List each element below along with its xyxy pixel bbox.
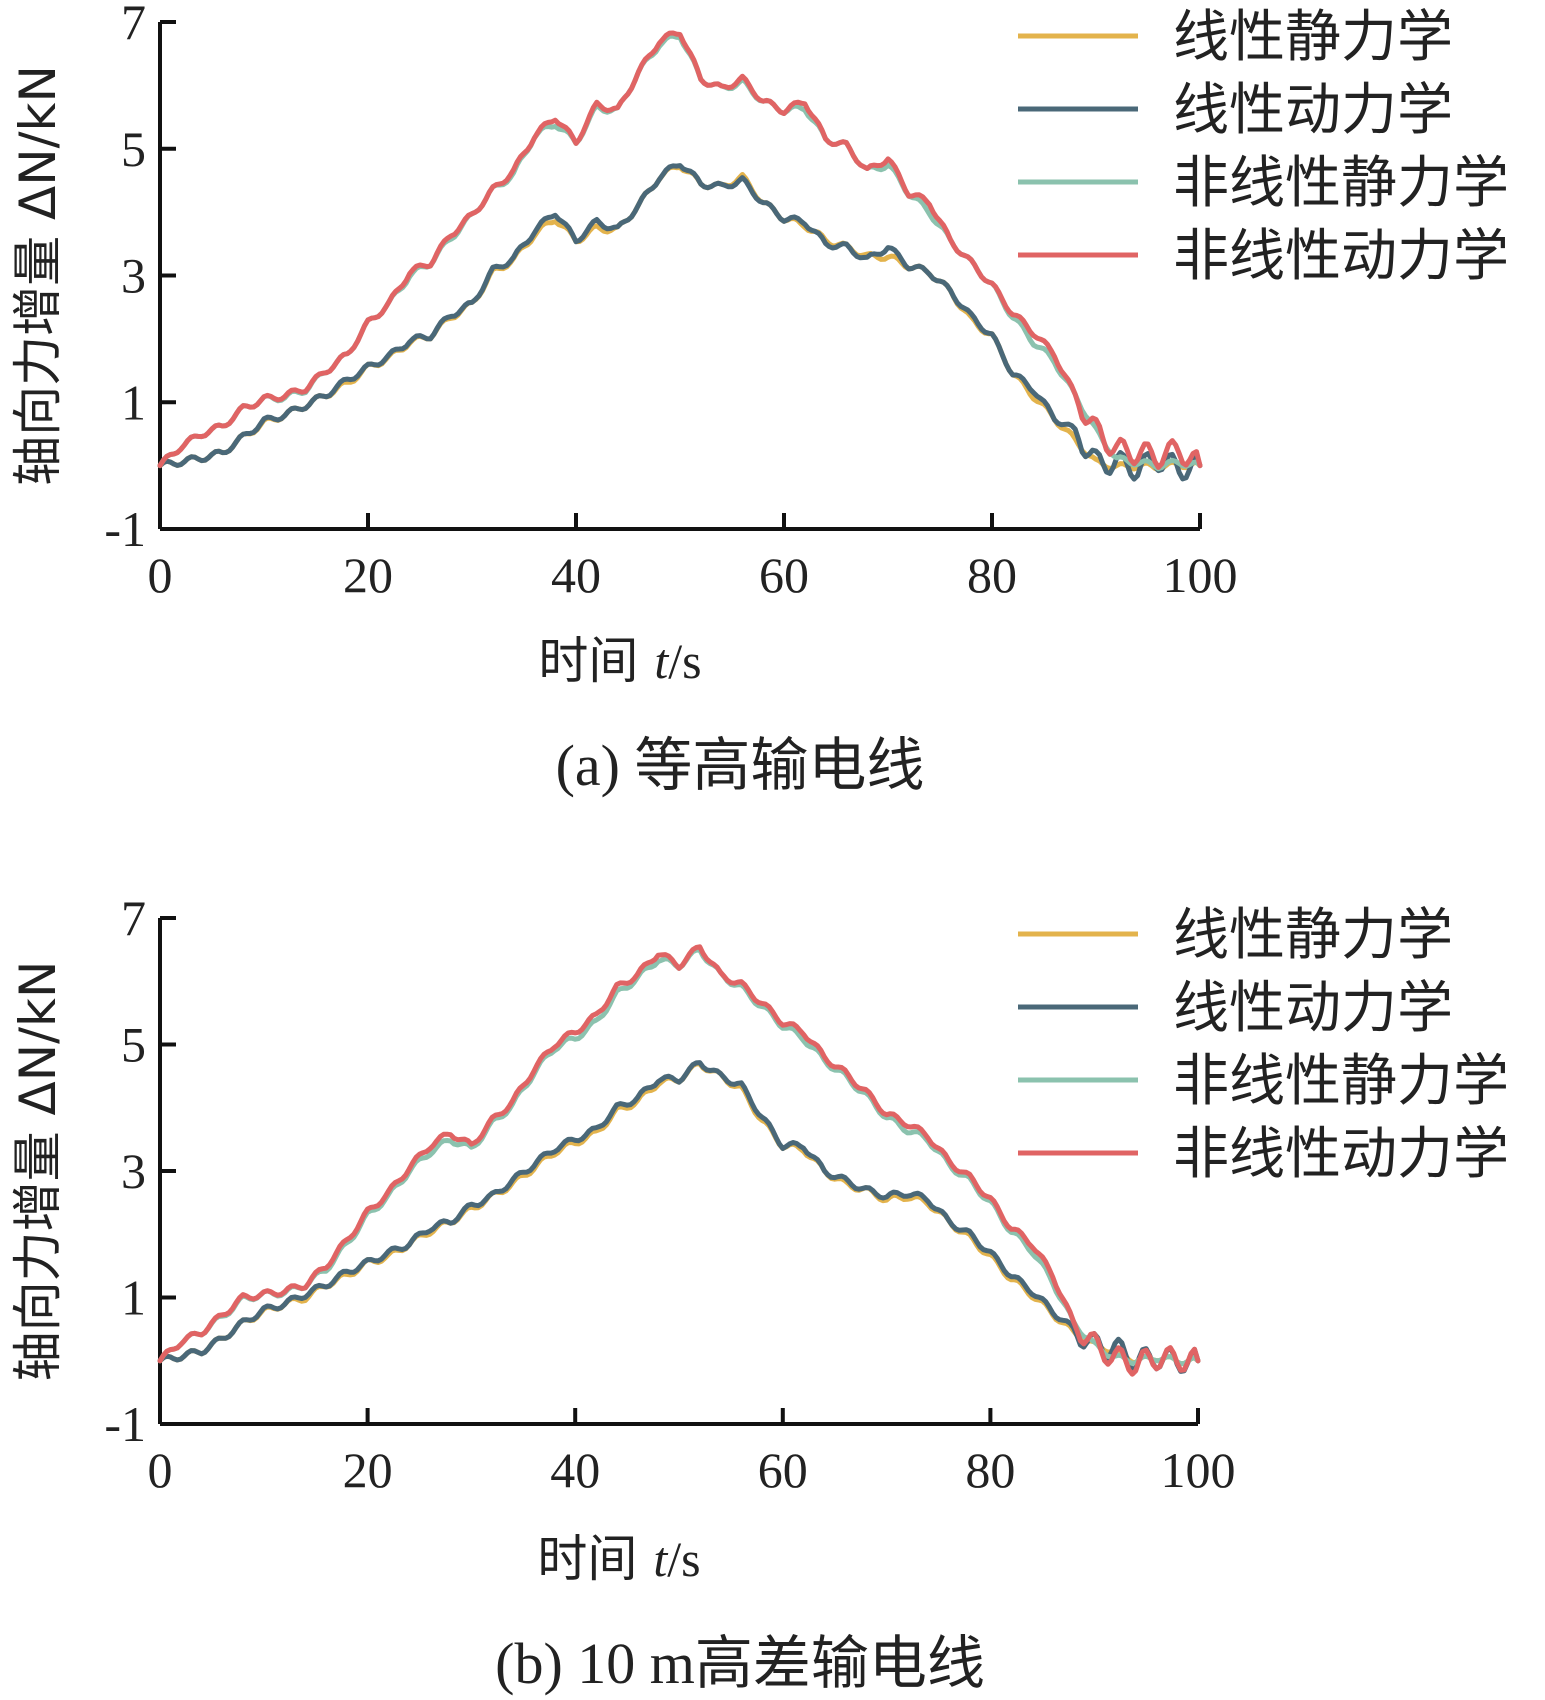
y-tick-label: 1 bbox=[121, 374, 146, 430]
legend-label: 非线性动力学 bbox=[1173, 224, 1509, 289]
y-axis-title: 轴向力增量 ΔN/kN bbox=[9, 65, 67, 486]
legend-label: 非线性静力学 bbox=[1173, 1049, 1509, 1114]
y-tick-label: 1 bbox=[121, 1270, 146, 1326]
legend-label: 非线性动力学 bbox=[1173, 1122, 1509, 1187]
x-tick-label: 20 bbox=[343, 1442, 393, 1498]
x-tick-label: 80 bbox=[965, 1442, 1015, 1498]
x-tick-label: 80 bbox=[967, 547, 1017, 603]
x-tick-label: 0 bbox=[148, 1442, 173, 1498]
y-tick-label: -1 bbox=[104, 501, 146, 557]
legend-label: 线性动力学 bbox=[1173, 976, 1453, 1041]
panel-a: -1 1 3 5 7 0 20 40 60 80 100 线性静力学线性动力学非线性静力学非线性动力学… bbox=[9, 0, 1509, 798]
series-line-1 bbox=[157, 164, 1203, 473]
y-tick-label: 5 bbox=[121, 1017, 146, 1073]
x-axis-title: 时间 t/s bbox=[537, 1530, 700, 1588]
series-line-2 bbox=[157, 1060, 1201, 1374]
y-axis-title: 轴向力增量 ΔN/kN bbox=[9, 961, 67, 1382]
x-tick-label: 20 bbox=[343, 547, 393, 603]
panel-b: -1 1 3 5 7 0 20 40 60 80 100 线性静力学线性动力学非线性静力学非线性动力学… bbox=[9, 890, 1509, 1696]
x-tick-label: 100 bbox=[1161, 1442, 1236, 1498]
panel-caption: (b) 10 m高差输电线 bbox=[495, 1631, 985, 1696]
legend-label: 线性动力学 bbox=[1173, 78, 1453, 143]
series-line-4 bbox=[157, 944, 1201, 1377]
y-tick-label: -1 bbox=[104, 1396, 146, 1452]
x-axis-title: 时间 t/s bbox=[538, 632, 701, 690]
x-tick-label: 100 bbox=[1163, 547, 1238, 603]
x-tick-label: 0 bbox=[148, 547, 173, 603]
series-line-2 bbox=[157, 163, 1203, 482]
y-tick-label: 7 bbox=[121, 890, 146, 946]
y-tick-label: 5 bbox=[121, 121, 146, 177]
panel-caption: (a) 等高输电线 bbox=[556, 733, 925, 798]
legend-label: 线性静力学 bbox=[1173, 903, 1453, 968]
x-tick-label: 40 bbox=[550, 1442, 600, 1498]
series-line-4 bbox=[157, 30, 1203, 470]
legend-label: 线性静力学 bbox=[1173, 5, 1453, 70]
y-tick-label: 7 bbox=[121, 0, 146, 50]
y-tick-label: 3 bbox=[121, 1143, 146, 1199]
x-tick-label: 60 bbox=[759, 547, 809, 603]
x-tick-label: 40 bbox=[551, 547, 601, 603]
legend-label: 非线性静力学 bbox=[1173, 151, 1509, 216]
y-tick-label: 3 bbox=[121, 248, 146, 304]
x-tick-label: 60 bbox=[758, 1442, 808, 1498]
series-line-1 bbox=[157, 1061, 1201, 1367]
